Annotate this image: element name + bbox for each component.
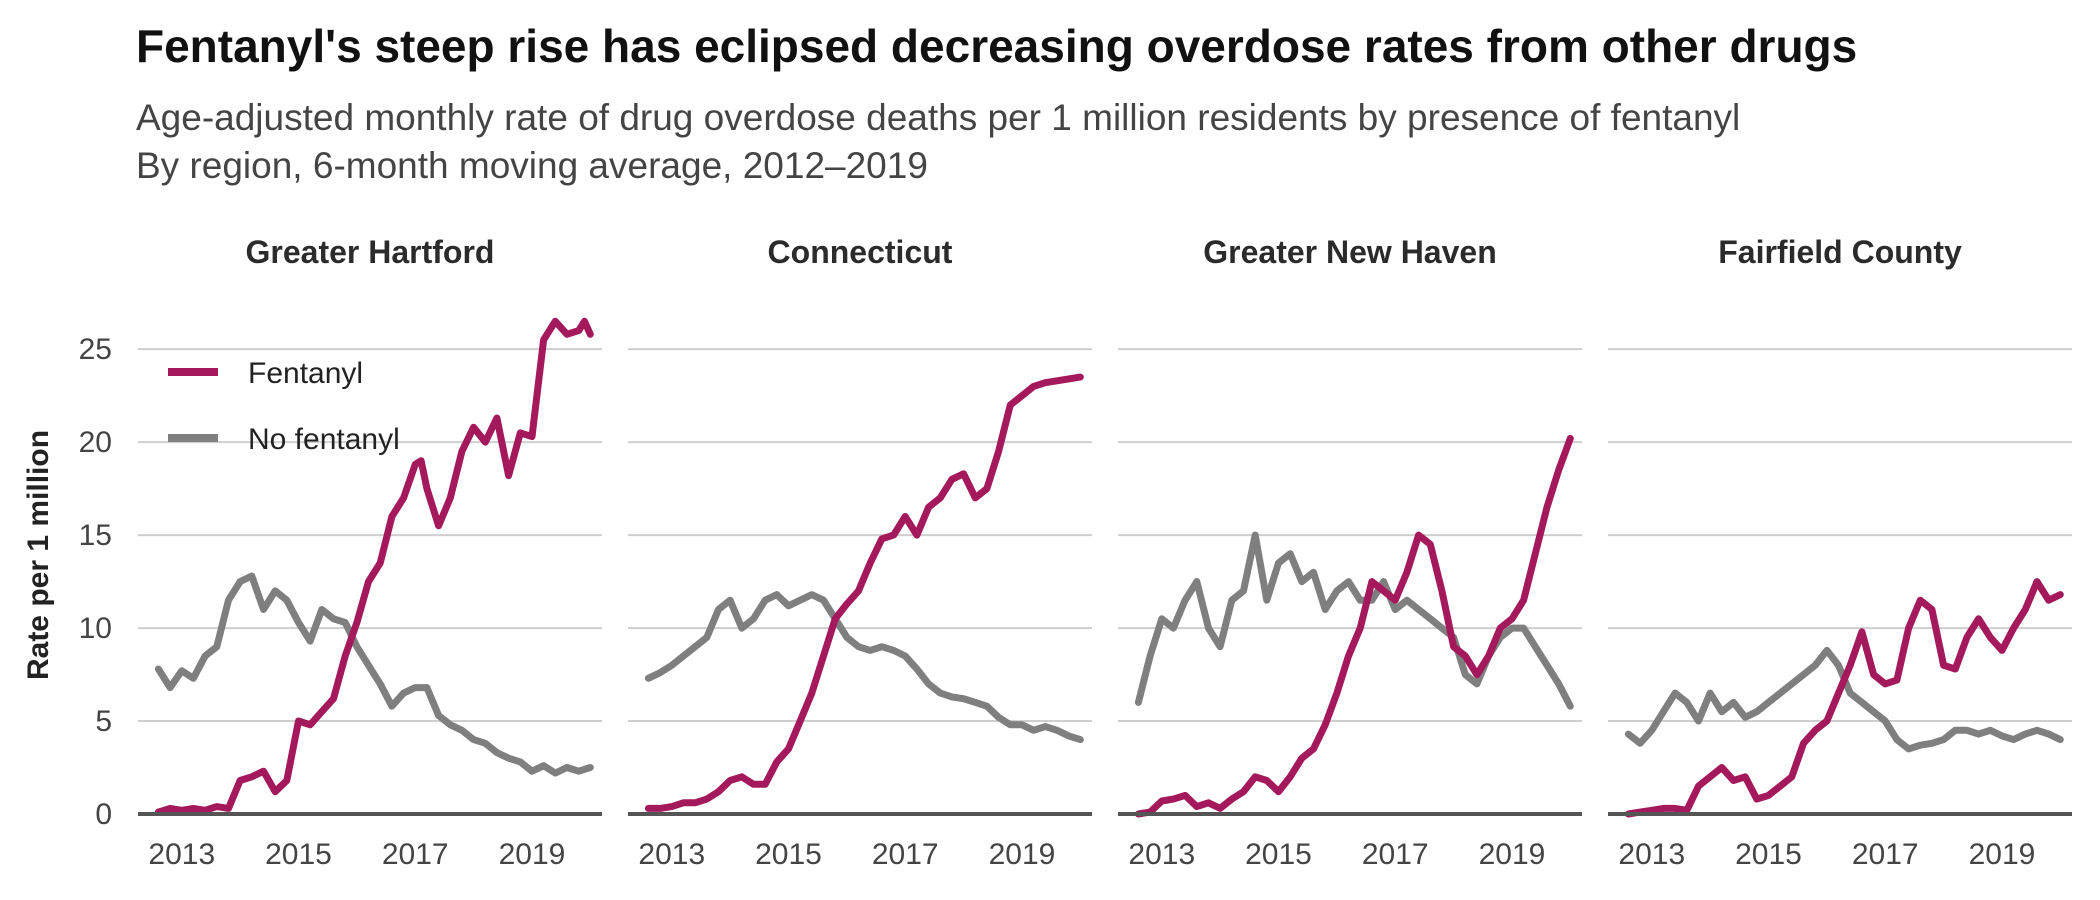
panel-title-greater-hartford: Greater Hartford [246, 234, 495, 270]
y-tick-label-5: 5 [95, 705, 112, 738]
x-tick-label-2017: 2017 [1852, 838, 1919, 871]
legend-label-no-fentanyl: No fentanyl [248, 423, 400, 456]
x-tick-label-2017: 2017 [872, 838, 939, 871]
x-tick-label-2017: 2017 [382, 838, 449, 871]
y-tick-label-20: 20 [79, 426, 112, 459]
series-line-fentanyl [1624, 578, 2064, 818]
panel-greater-hartford: Greater Hartford 2013 2015 2017 2019 [138, 234, 602, 871]
panel-title-fairfield-county: Fairfield County [1718, 234, 1962, 270]
y-tick-label-0: 0 [95, 798, 112, 831]
x-tick-label-2019: 2019 [989, 838, 1056, 871]
x-tick-label-2015: 2015 [265, 838, 332, 871]
panel-fairfield-county: Fairfield County 2013 2015 2017 2019 [1608, 234, 2072, 871]
series-line-no-fentanyl [154, 572, 594, 777]
series-line-fentanyl [154, 317, 594, 816]
chart-subtitle-line-1: Age-adjusted monthly rate of drug overdo… [136, 97, 1740, 138]
legend: Fentanyl No fentanyl [168, 357, 400, 456]
x-tick-label-2019: 2019 [1969, 838, 2036, 871]
x-tick-label-2015: 2015 [755, 838, 822, 871]
facet-panels: 0 5 10 15 20 25 Greater Hartford 2013 2015 2017 20… [79, 234, 2072, 871]
chart-title: Fentanyl's steep rise has eclipsed decre… [136, 20, 1857, 72]
panel-title-connecticut: Connecticut [768, 234, 953, 270]
y-axis-label: Rate per 1 million [22, 430, 55, 680]
chart-subtitle-line-2: By region, 6-month moving average, 2012–… [136, 145, 928, 186]
x-tick-label-2015: 2015 [1735, 838, 1802, 871]
y-tick-label-15: 15 [79, 519, 112, 552]
y-tick-label-10: 10 [79, 612, 112, 645]
legend-label-fentanyl: Fentanyl [248, 357, 363, 390]
x-tick-label-2013: 2013 [1128, 838, 1195, 871]
x-tick-label-2019: 2019 [1479, 838, 1546, 871]
x-tick-label-2013: 2013 [1618, 838, 1685, 871]
x-tick-label-2019: 2019 [499, 838, 566, 871]
x-tick-label-2015: 2015 [1245, 838, 1312, 871]
series-line-no-fentanyl [1624, 646, 2064, 753]
x-tick-label-2017: 2017 [1362, 838, 1429, 871]
series-line-fentanyl [644, 373, 1084, 812]
series-line-fentanyl [1134, 434, 1574, 818]
x-tick-label-2013: 2013 [638, 838, 705, 871]
panel-greater-new-haven: Greater New Haven 2013 2015 2017 2019 [1118, 234, 1582, 871]
panel-title-greater-new-haven: Greater New Haven [1203, 234, 1496, 270]
series-line-no-fentanyl [644, 591, 1084, 744]
y-tick-label-25: 25 [79, 333, 112, 366]
x-tick-label-2013: 2013 [148, 838, 215, 871]
panel-connecticut: Connecticut 2013 2015 2017 2019 [628, 234, 1092, 871]
